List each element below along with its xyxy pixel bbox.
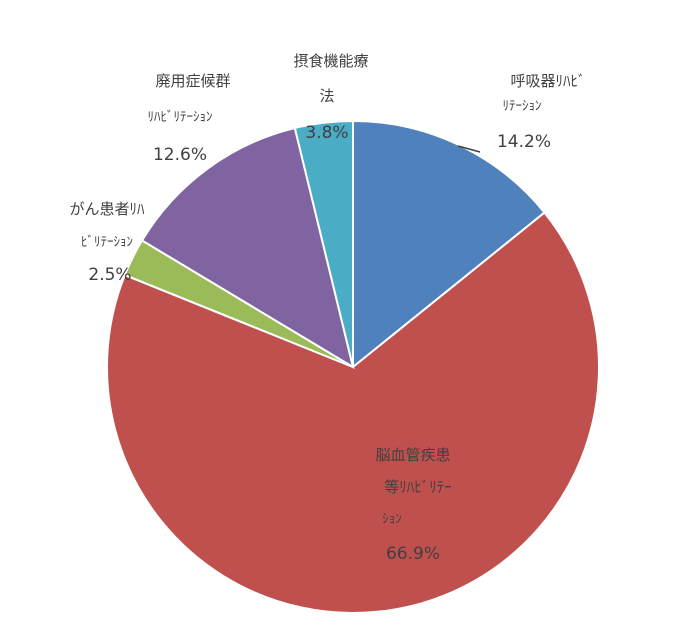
slice-name-line: 脳血管疾患 — [375, 446, 450, 464]
pie-slice-cerebrovascular — [106, 211, 600, 614]
slice-label-respiratory: 呼吸器ﾘﾊﾋﾞ ﾘﾃｰｼｮﾝ 14.2% — [497, 72, 586, 152]
slice-label-disuse: 廃用症候群 ﾘﾊﾋﾞﾘﾃｰｼｮﾝ 12.6% — [148, 72, 231, 165]
slice-label-cancer: がん患者ﾘﾊ ﾋﾞﾘﾃｰｼｮﾝ 2.5% — [69, 200, 145, 285]
pie-slice-disuse — [140, 126, 355, 370]
slice-label-cerebrovascular: 脳血管疾患 等ﾘﾊﾋﾞﾘﾃｰ ｼｮﾝ 66.9% — [375, 446, 451, 564]
slice-value-label: 66.9% — [386, 544, 440, 564]
slice-value-label: 3.8% — [305, 123, 348, 143]
slice-name-line: 法 — [319, 87, 334, 105]
slice-value-label: 14.2% — [497, 132, 551, 152]
slice-name-line: ｼｮﾝ — [382, 512, 402, 527]
pie-slice-respiratory — [352, 119, 546, 370]
slice-name-line: 等ﾘﾊﾋﾞﾘﾃｰ — [384, 478, 452, 496]
leader-line-respiratory — [457, 145, 481, 153]
slice-name-line: がん患者ﾘﾊ — [69, 200, 145, 218]
slice-name-line: 呼吸器ﾘﾊﾋﾞ — [510, 72, 585, 90]
pie-slice-swallowing — [293, 119, 354, 368]
slice-value-label: 12.6% — [153, 145, 207, 165]
slice-name-line: ﾘﾃｰｼｮﾝ — [503, 99, 542, 114]
pie-slices — [106, 119, 600, 614]
slice-name-line: ﾋﾞﾘﾃｰｼｮﾝ — [81, 235, 133, 250]
slice-name-line: 摂食機能療 — [293, 52, 368, 70]
slice-name-line: 廃用症候群 — [155, 72, 230, 90]
slice-value-label: 2.5% — [88, 265, 131, 285]
slice-name-line: ﾘﾊﾋﾞﾘﾃｰｼｮﾝ — [148, 110, 213, 125]
slice-label-swallowing: 摂食機能療 法 3.8% — [293, 52, 368, 143]
